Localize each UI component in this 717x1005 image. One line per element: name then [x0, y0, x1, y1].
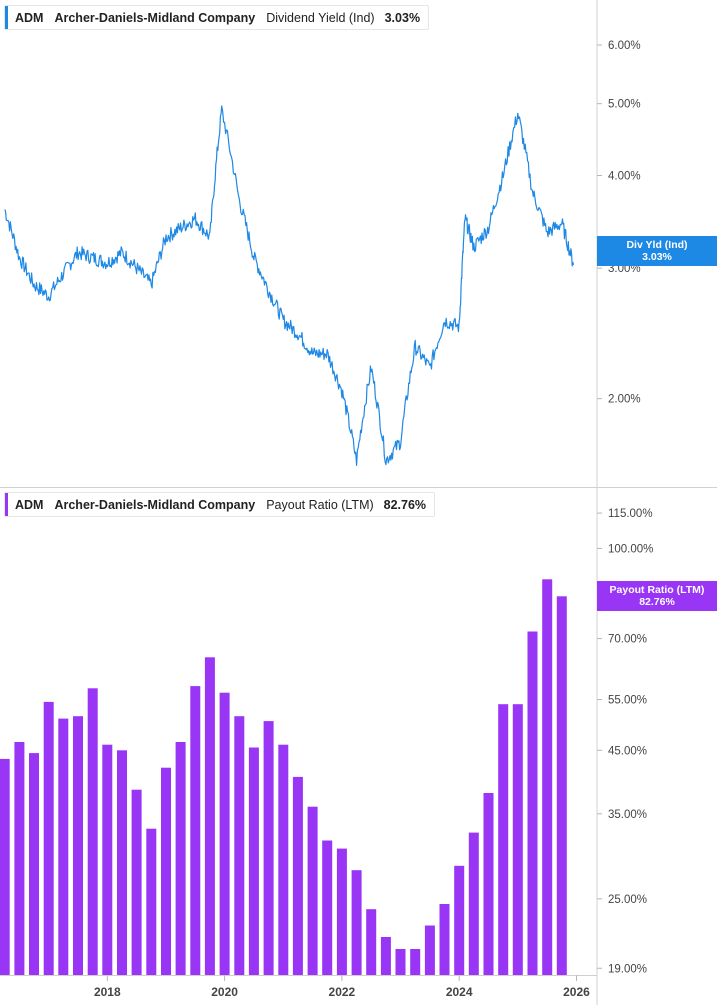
tag-value: 82.76% — [639, 596, 675, 608]
payout-bar — [512, 704, 523, 975]
x-tick-label: 2026 — [563, 985, 590, 999]
metric-value: 3.03% — [384, 10, 421, 25]
payout-bar — [102, 744, 113, 975]
payout-ratio-value-tag: Payout Ratio (LTM) 82.76% — [597, 581, 717, 611]
metric-name: Payout Ratio (LTM) — [266, 497, 374, 512]
payout-bar — [234, 716, 245, 975]
payout-bar — [117, 750, 127, 975]
payout-bar — [204, 657, 215, 975]
x-tick-label: 2022 — [329, 985, 356, 999]
payout-ratio-legend: ADM Archer-Daniels-Midland Company Payou… — [4, 492, 436, 517]
payout-bar — [336, 848, 347, 975]
payout-bar — [14, 742, 25, 975]
payout-bar — [58, 718, 69, 975]
company-name: Archer-Daniels-Midland Company — [54, 10, 256, 25]
payout-bar — [410, 949, 421, 975]
y-tick-label: 25.00% — [608, 894, 647, 906]
x-tick-label: 2018 — [94, 985, 121, 999]
payout-bar — [483, 793, 494, 975]
payout-bar — [395, 949, 406, 975]
y-tick-label: 6.00% — [608, 40, 641, 52]
payout-bar — [292, 776, 303, 975]
payout-bar — [219, 692, 230, 975]
payout-bar — [380, 937, 391, 975]
y-tick-label: 5.00% — [608, 99, 641, 111]
payout-bar — [468, 832, 479, 975]
payout-bar — [175, 742, 186, 975]
series-swatch — [5, 493, 8, 516]
payout-bar — [248, 747, 259, 975]
dividend-yield-line — [4, 105, 575, 466]
payout-bar — [424, 925, 435, 975]
metric-name: Dividend Yield (Ind) — [266, 10, 375, 25]
payout-bar — [0, 758, 10, 975]
tag-label: Payout Ratio (LTM) — [609, 584, 705, 596]
x-tick-label: 2024 — [446, 985, 473, 999]
payout-bar — [366, 909, 377, 975]
payout-bar — [263, 721, 274, 975]
payout-bar — [527, 631, 538, 975]
x-tick-label: 2020 — [211, 985, 238, 999]
payout-bar — [307, 806, 318, 975]
payout-bar — [278, 744, 289, 975]
series-swatch — [5, 6, 8, 29]
payout-bar — [351, 870, 362, 975]
payout-bar — [43, 701, 54, 975]
tag-label: Div Yld (Ind) — [626, 239, 688, 251]
y-tick-label: 3.00% — [608, 263, 641, 275]
payout-bar — [29, 753, 39, 975]
payout-bar — [498, 704, 509, 975]
y-tick-label: 19.00% — [608, 963, 647, 975]
metric-value: 82.76% — [383, 497, 427, 512]
tag-value: 3.03% — [642, 251, 672, 263]
payout-bar — [131, 789, 142, 975]
payout-bar — [87, 688, 98, 975]
y-tick-label: 35.00% — [608, 809, 647, 821]
y-tick-label: 100.00% — [608, 543, 653, 555]
y-tick-label: 4.00% — [608, 171, 641, 183]
y-tick-label: 2.00% — [608, 394, 641, 406]
payout-bar — [161, 767, 171, 975]
payout-bar — [542, 579, 553, 975]
dividend-yield-legend: ADM Archer-Daniels-Midland Company Divid… — [4, 5, 430, 30]
y-tick-label: 115.00% — [608, 508, 653, 520]
payout-bar — [439, 904, 450, 975]
dividend-yield-value-tag: Div Yld (Ind) 3.03% — [597, 236, 717, 266]
payout-bar — [146, 828, 157, 975]
ticker-label: ADM — [15, 497, 44, 512]
payout-bar — [73, 716, 83, 975]
company-name: Archer-Daniels-Midland Company — [54, 497, 256, 512]
payout-bar — [190, 686, 201, 975]
payout-bar — [322, 840, 333, 975]
payout-bar — [556, 596, 567, 975]
ticker-label: ADM — [15, 10, 44, 25]
y-tick-label: 45.00% — [608, 745, 647, 757]
payout-bar — [454, 865, 465, 975]
y-tick-label: 55.00% — [608, 695, 647, 707]
y-tick-label: 70.00% — [608, 634, 647, 646]
